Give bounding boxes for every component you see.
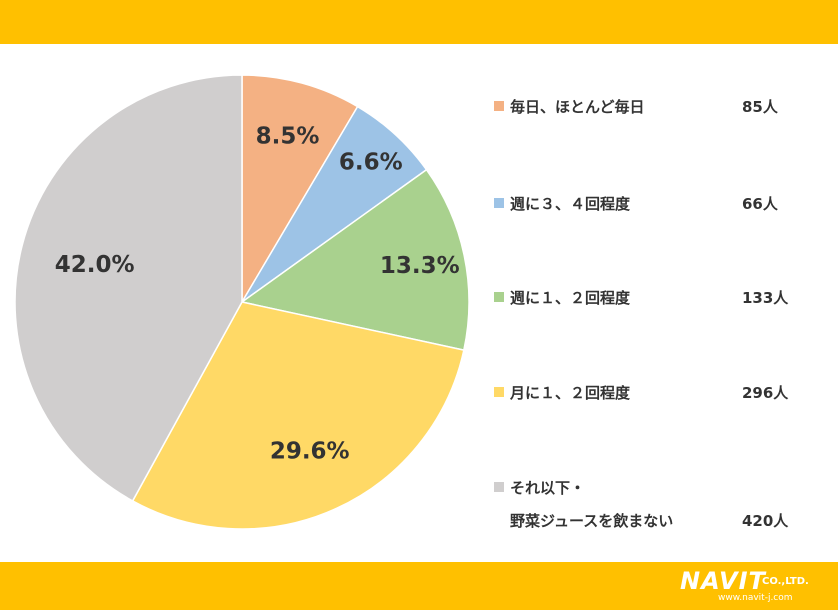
legend-label: 週に３、４回程度 (510, 195, 631, 213)
slice-value-label: 42.0% (55, 252, 135, 278)
legend-swatch (494, 198, 504, 208)
legend-swatch (494, 101, 504, 111)
legend-count: 85人 (742, 98, 778, 116)
pie-slice (14, 74, 243, 502)
legend-label: 月に１、２回程度 (510, 384, 631, 402)
navit-logo: NAVIT CO.,LTD. www.navit-j.com (680, 567, 810, 605)
slice-value-label: 6.6% (339, 149, 403, 175)
legend-label-line2: 野菜ジュースを飲まない (510, 512, 674, 530)
legend-label: 週に１、２回程度 (510, 289, 631, 307)
legend-label: 毎日、ほとんど毎日 (510, 98, 645, 116)
legend-swatch (494, 482, 504, 492)
pie-slice (131, 301, 465, 530)
pie-slice (240, 168, 470, 352)
legend-swatch (494, 292, 504, 302)
logo-suffix: CO.,LTD. (762, 576, 809, 587)
slice-value-label: 29.6% (270, 439, 350, 465)
logo-url: www.navit-j.com (718, 593, 793, 603)
logo-wordmark: NAVIT (680, 567, 766, 595)
legend-count: 66人 (742, 195, 778, 213)
pie-chart: 8.5% 6.6% 13.3% 29.6% 42.0% (14, 74, 470, 530)
top-banner (0, 0, 838, 44)
legend-label-line1: それ以下・ (510, 479, 586, 497)
slice-value-label: 13.3% (380, 253, 460, 279)
slice-value-label: 8.5% (256, 124, 320, 150)
bottom-banner (0, 562, 838, 610)
legend-count: 420人 (742, 512, 789, 530)
pie-slice (241, 74, 359, 305)
legend: 毎日、ほとんど毎日 85人 週に３、４回程度 66人 週に１、２回程度 133人… (494, 0, 824, 560)
legend-swatch (494, 387, 504, 397)
legend-count: 296人 (742, 384, 789, 402)
legend-count: 133人 (742, 289, 789, 307)
